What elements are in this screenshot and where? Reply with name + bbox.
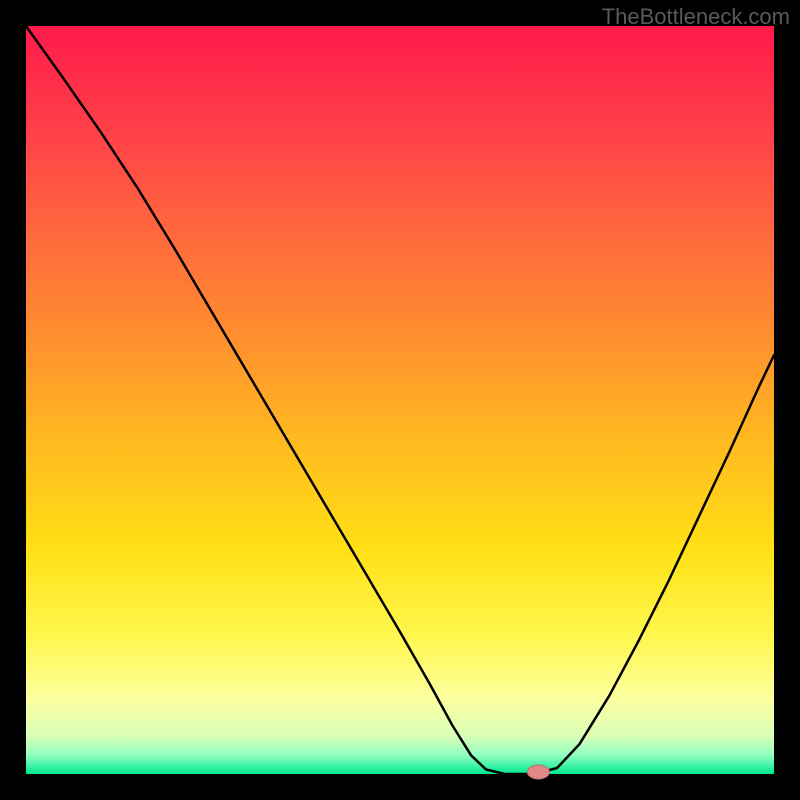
plot-background [26,26,774,774]
optimal-marker [527,765,549,779]
watermark-text: TheBottleneck.com [602,4,790,30]
bottleneck-chart [0,0,800,800]
chart-container: TheBottleneck.com [0,0,800,800]
